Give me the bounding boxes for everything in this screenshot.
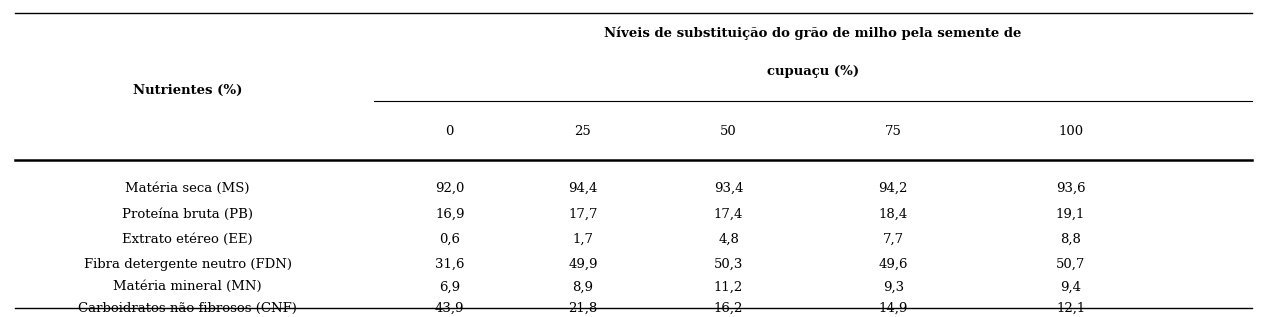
Text: Níveis de substituição do grão de milho pela semente de: Níveis de substituição do grão de milho … bbox=[604, 27, 1021, 40]
Text: 50,7: 50,7 bbox=[1055, 258, 1086, 271]
Text: 49,6: 49,6 bbox=[878, 258, 908, 271]
Text: 8,9: 8,9 bbox=[573, 280, 593, 294]
Text: 94,2: 94,2 bbox=[878, 182, 908, 195]
Text: Fibra detergente neutro (FDN): Fibra detergente neutro (FDN) bbox=[84, 258, 291, 271]
Text: 17,4: 17,4 bbox=[713, 207, 744, 221]
Text: 43,9: 43,9 bbox=[435, 301, 465, 315]
Text: Matéria mineral (MN): Matéria mineral (MN) bbox=[113, 280, 262, 294]
Text: Extrato etéreo (EE): Extrato etéreo (EE) bbox=[122, 233, 253, 246]
Text: Proteína bruta (PB): Proteína bruta (PB) bbox=[122, 207, 253, 221]
Text: 0: 0 bbox=[446, 125, 454, 138]
Text: 31,6: 31,6 bbox=[435, 258, 465, 271]
Text: 50: 50 bbox=[720, 125, 737, 138]
Text: 93,4: 93,4 bbox=[713, 182, 744, 195]
Text: 92,0: 92,0 bbox=[435, 182, 465, 195]
Text: 8,8: 8,8 bbox=[1060, 233, 1081, 246]
Text: 93,6: 93,6 bbox=[1055, 182, 1086, 195]
Text: 100: 100 bbox=[1058, 125, 1083, 138]
Text: Matéria seca (MS): Matéria seca (MS) bbox=[125, 182, 250, 195]
Text: 50,3: 50,3 bbox=[713, 258, 744, 271]
Text: 1,7: 1,7 bbox=[573, 233, 593, 246]
Text: 12,1: 12,1 bbox=[1055, 301, 1086, 315]
Text: cupuaçu (%): cupuaçu (%) bbox=[767, 65, 859, 78]
Text: 0,6: 0,6 bbox=[440, 233, 460, 246]
Text: 49,9: 49,9 bbox=[568, 258, 598, 271]
Text: Nutrientes (%): Nutrientes (%) bbox=[133, 84, 242, 97]
Text: 11,2: 11,2 bbox=[713, 280, 744, 294]
Text: 19,1: 19,1 bbox=[1055, 207, 1086, 221]
Text: 9,3: 9,3 bbox=[883, 280, 903, 294]
Text: 18,4: 18,4 bbox=[878, 207, 908, 221]
Text: 4,8: 4,8 bbox=[718, 233, 739, 246]
Text: 7,7: 7,7 bbox=[883, 233, 903, 246]
Text: 9,4: 9,4 bbox=[1060, 280, 1081, 294]
Text: Carboidratos não fibrosos (CNF): Carboidratos não fibrosos (CNF) bbox=[79, 301, 296, 315]
Text: 16,2: 16,2 bbox=[713, 301, 744, 315]
Text: 75: 75 bbox=[884, 125, 902, 138]
Text: 94,4: 94,4 bbox=[568, 182, 598, 195]
Text: 14,9: 14,9 bbox=[878, 301, 908, 315]
Text: 6,9: 6,9 bbox=[440, 280, 460, 294]
Text: 16,9: 16,9 bbox=[435, 207, 465, 221]
Text: 17,7: 17,7 bbox=[568, 207, 598, 221]
Text: 25: 25 bbox=[574, 125, 592, 138]
Text: 21,8: 21,8 bbox=[568, 301, 598, 315]
